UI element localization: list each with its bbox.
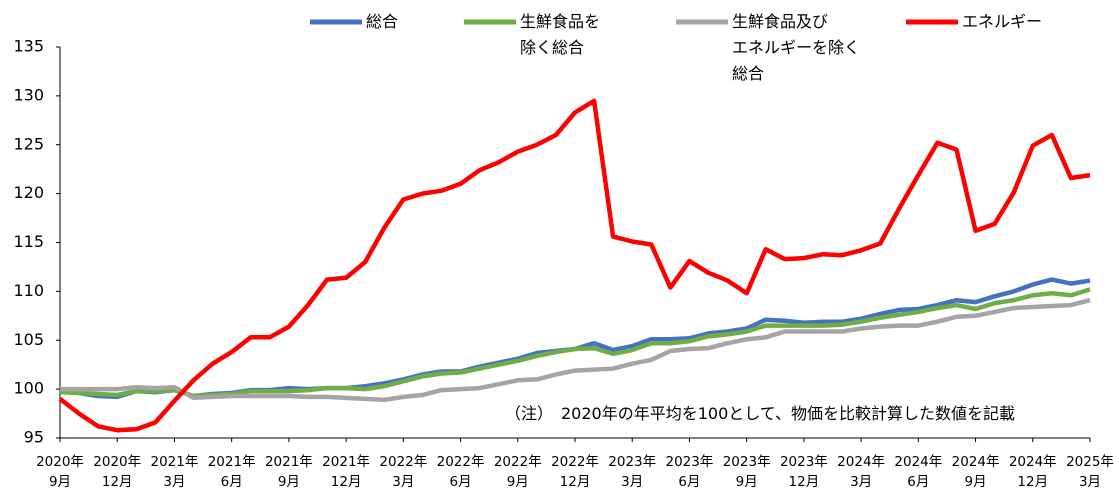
legend-label: 生鮮食品を 除く総合	[520, 12, 601, 57]
x-tick-label: 2021年 6月	[207, 454, 256, 490]
series-line	[60, 298, 1091, 403]
series-line	[58, 98, 1091, 433]
x-tick-label: 2024年 12月	[1008, 454, 1057, 490]
x-tick-label: 2020年 9月	[36, 454, 84, 490]
y-tick-label: 135	[13, 37, 44, 56]
x-tick-label: 2021年 3月	[150, 454, 199, 490]
y-tick-label: 100	[13, 379, 44, 398]
series-line	[59, 277, 1091, 400]
x-tick-label: 2022年 6月	[436, 454, 485, 490]
legend-label: エネルギー	[962, 12, 1043, 31]
y-tick-label: 110	[13, 281, 44, 300]
x-tick-label: 2023年 12月	[779, 454, 828, 490]
x-tick-label: 2023年 9月	[722, 454, 771, 490]
y-tick-label: 95	[24, 428, 44, 447]
x-tick-label: 2024年 6月	[894, 454, 943, 490]
x-tick-label: 2025年 3月	[1066, 454, 1114, 490]
annotation: （注） 2020年の年平均を100として、物価を比較計算した数値を記載	[505, 404, 1015, 423]
x-tick-label: 2024年 9月	[951, 454, 1000, 490]
x-tick-label: 2023年 3月	[608, 454, 657, 490]
x-tick-label: 2022年 12月	[551, 454, 599, 490]
x-tick-label: 2021年 9月	[264, 454, 313, 490]
y-tick-label: 130	[13, 85, 44, 104]
x-tick-label: 2022年 9月	[493, 454, 542, 490]
y-tick-label: 120	[13, 183, 44, 202]
x-tick-label: 2022年 3月	[379, 454, 428, 490]
y-tick-label: 115	[13, 232, 44, 251]
x-tick-label: 2024年 3月	[837, 454, 886, 490]
legend-label: 総合	[366, 12, 399, 31]
y-tick-label: 105	[13, 330, 44, 349]
y-tick-label: 125	[13, 134, 44, 153]
x-tick-label: 2021年 12月	[322, 454, 371, 490]
legend-label: 生鮮食品及び エネルギーを除く 総合	[732, 12, 861, 83]
x-tick-label: 2020年 12月	[93, 454, 142, 490]
x-tick-label: 2023年 6月	[665, 454, 714, 490]
